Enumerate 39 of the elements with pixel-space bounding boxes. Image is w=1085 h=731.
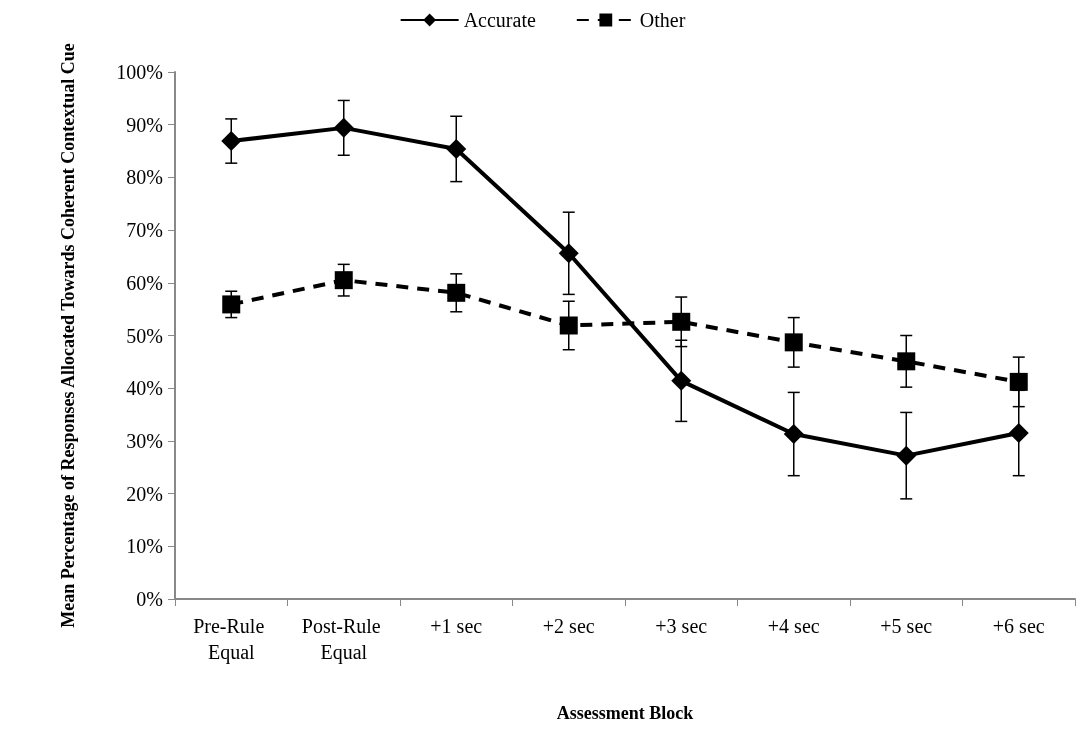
y-tick-label: 50%	[126, 324, 163, 347]
x-axis-title: Assessment Block	[556, 703, 694, 723]
y-tick-label: 0%	[136, 588, 163, 610]
y-tick-label: 70%	[126, 219, 163, 242]
point	[783, 424, 804, 445]
point	[558, 243, 579, 264]
x-tick-label: +5 sec	[880, 615, 933, 637]
point	[446, 138, 467, 159]
y-tick-label: 90%	[126, 113, 163, 136]
y-axis-title: Mean Percentage of Responses Allocated Towards Coherent Contextual Cue	[58, 43, 78, 628]
point	[671, 370, 692, 391]
x-tick-label: +2 sec	[542, 615, 595, 637]
point	[222, 295, 241, 314]
legend-label: Other	[639, 9, 686, 31]
y-tick-label: 40%	[126, 377, 163, 400]
point	[447, 283, 466, 302]
point	[672, 312, 691, 331]
x-tick-label: Pre-Rule Equal	[193, 615, 270, 664]
point	[334, 271, 353, 290]
point	[1008, 422, 1029, 443]
point	[333, 117, 354, 138]
y-tick-label: 30%	[126, 429, 163, 452]
legend-label: Accurate	[463, 9, 536, 31]
x-tick-label: Post-Rule Equal	[301, 615, 386, 664]
point	[784, 333, 803, 352]
point	[559, 316, 578, 335]
x-tick-label: +4 sec	[767, 615, 820, 637]
x-tick-label: +1 sec	[430, 615, 483, 637]
point	[896, 445, 917, 466]
x-tick-label: +3 sec	[655, 615, 708, 637]
point	[1009, 372, 1028, 391]
y-tick-label: 80%	[126, 166, 163, 189]
y-tick-label: 100%	[116, 61, 163, 83]
x-tick-label: +6 sec	[992, 615, 1045, 637]
y-tick-label: 10%	[126, 535, 163, 558]
y-tick-label: 20%	[126, 482, 163, 505]
y-tick-label: 60%	[126, 271, 163, 294]
point	[221, 131, 242, 152]
point	[897, 352, 916, 371]
